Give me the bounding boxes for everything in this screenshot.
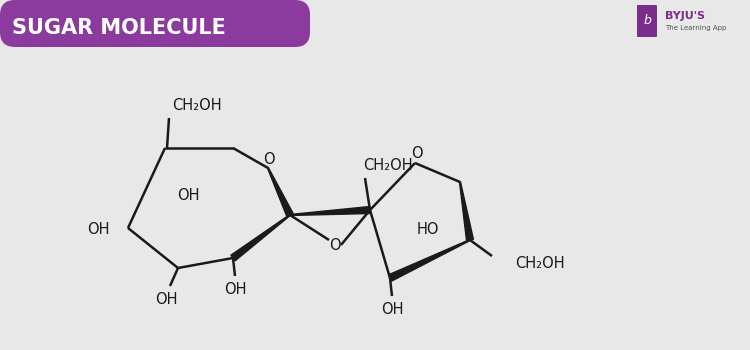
Text: OH: OH (154, 293, 177, 308)
Text: O: O (263, 152, 274, 167)
Text: CH₂OH: CH₂OH (363, 158, 413, 173)
Text: The Learning App: The Learning App (665, 25, 726, 31)
Text: OH: OH (88, 223, 110, 238)
Text: CH₂OH: CH₂OH (172, 98, 222, 113)
Text: b: b (643, 14, 651, 28)
FancyBboxPatch shape (0, 0, 310, 47)
Polygon shape (460, 182, 473, 240)
Text: OH: OH (177, 189, 200, 203)
Polygon shape (268, 168, 293, 217)
Text: O: O (411, 147, 423, 161)
Polygon shape (388, 239, 470, 281)
Text: BYJU'S: BYJU'S (665, 11, 705, 21)
Text: OH: OH (224, 282, 246, 298)
Text: OH: OH (381, 302, 404, 317)
FancyBboxPatch shape (637, 5, 657, 37)
Text: HO: HO (417, 223, 440, 238)
Text: O: O (329, 238, 340, 252)
Text: CH₂OH: CH₂OH (515, 257, 565, 272)
Polygon shape (231, 215, 290, 261)
Polygon shape (290, 206, 370, 216)
Text: SUGAR MOLECULE: SUGAR MOLECULE (12, 18, 226, 38)
